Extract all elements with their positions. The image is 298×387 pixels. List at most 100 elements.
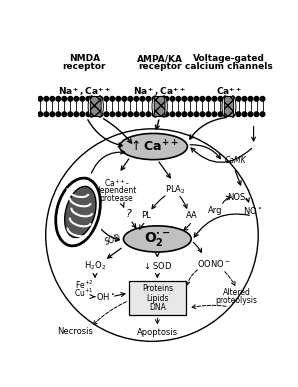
Circle shape <box>128 112 133 116</box>
Circle shape <box>92 112 97 116</box>
Circle shape <box>62 96 67 101</box>
FancyBboxPatch shape <box>129 281 186 315</box>
Circle shape <box>56 96 60 101</box>
Text: $\downarrow$SOD: $\downarrow$SOD <box>142 260 173 271</box>
Text: $\bf{Na^+, Ca^{++}}$: $\bf{Na^+, Ca^{++}}$ <box>133 85 186 98</box>
Circle shape <box>254 96 259 101</box>
Circle shape <box>116 96 121 101</box>
Circle shape <box>128 96 133 101</box>
Circle shape <box>200 112 205 116</box>
Circle shape <box>170 112 175 116</box>
Circle shape <box>182 96 187 101</box>
Circle shape <box>170 96 175 101</box>
Circle shape <box>122 112 127 116</box>
Text: $\bf{O_2^{\bullet-}}$: $\bf{O_2^{\bullet-}}$ <box>144 230 171 248</box>
Circle shape <box>212 112 217 116</box>
Text: NOS: NOS <box>228 193 246 202</box>
Circle shape <box>44 96 49 101</box>
Ellipse shape <box>230 96 236 117</box>
Ellipse shape <box>88 96 95 117</box>
Text: Voltage-gated: Voltage-gated <box>193 54 265 63</box>
Circle shape <box>62 112 67 116</box>
Text: Cu$^{+1}$: Cu$^{+1}$ <box>74 287 94 299</box>
Circle shape <box>224 112 229 116</box>
Text: proteolysis: proteolysis <box>216 296 258 305</box>
Circle shape <box>104 112 109 116</box>
Circle shape <box>146 112 151 116</box>
Text: Apoptosis: Apoptosis <box>137 329 178 337</box>
Circle shape <box>140 112 145 116</box>
Circle shape <box>176 112 181 116</box>
Circle shape <box>200 96 205 101</box>
Circle shape <box>230 112 235 116</box>
Circle shape <box>146 96 151 101</box>
Circle shape <box>188 96 193 101</box>
Circle shape <box>260 96 265 101</box>
Circle shape <box>122 96 127 101</box>
Circle shape <box>218 112 223 116</box>
Text: OH$^\bullet$: OH$^\bullet$ <box>96 291 115 302</box>
Circle shape <box>152 112 157 116</box>
Ellipse shape <box>123 226 191 252</box>
Circle shape <box>38 112 43 116</box>
Circle shape <box>110 112 115 116</box>
Text: dependent: dependent <box>96 186 137 195</box>
Circle shape <box>110 96 115 101</box>
Circle shape <box>248 112 253 116</box>
FancyBboxPatch shape <box>154 96 165 116</box>
Circle shape <box>176 96 181 101</box>
Text: Altered: Altered <box>223 288 251 297</box>
Text: Arg: Arg <box>208 206 222 215</box>
Circle shape <box>104 96 109 101</box>
Circle shape <box>44 112 49 116</box>
Text: calcium channels: calcium channels <box>185 62 273 71</box>
Text: SOD: SOD <box>103 234 122 247</box>
Ellipse shape <box>97 96 103 117</box>
Circle shape <box>140 96 145 101</box>
Text: $\uparrow\bf{Ca^{++}}$: $\uparrow\bf{Ca^{++}}$ <box>128 139 179 154</box>
Circle shape <box>188 112 193 116</box>
Circle shape <box>98 96 103 101</box>
Text: DNA: DNA <box>149 303 166 312</box>
Circle shape <box>260 112 265 116</box>
Circle shape <box>68 96 73 101</box>
FancyBboxPatch shape <box>90 96 101 116</box>
Text: AMPA/KA: AMPA/KA <box>137 54 183 63</box>
Circle shape <box>80 96 85 101</box>
Text: receptor: receptor <box>63 62 106 71</box>
Circle shape <box>68 112 73 116</box>
Text: NMDA: NMDA <box>69 54 100 63</box>
Text: Lipids: Lipids <box>146 294 169 303</box>
Circle shape <box>50 112 55 116</box>
Circle shape <box>98 112 103 116</box>
Text: PL: PL <box>141 211 151 220</box>
Circle shape <box>230 96 235 101</box>
Circle shape <box>242 112 247 116</box>
Circle shape <box>158 112 163 116</box>
Text: PLA$_2$: PLA$_2$ <box>165 183 185 196</box>
Circle shape <box>86 112 91 116</box>
Circle shape <box>254 112 259 116</box>
Ellipse shape <box>222 96 228 117</box>
Circle shape <box>242 96 247 101</box>
Circle shape <box>56 112 60 116</box>
Text: AA: AA <box>186 211 198 220</box>
Circle shape <box>38 96 43 101</box>
FancyBboxPatch shape <box>224 96 234 116</box>
Text: receptor: receptor <box>138 62 181 71</box>
Ellipse shape <box>56 178 100 246</box>
Circle shape <box>134 112 139 116</box>
Circle shape <box>50 96 55 101</box>
Text: ?: ? <box>126 209 132 219</box>
Text: Fe$^{+2}$: Fe$^{+2}$ <box>75 279 94 291</box>
Text: Necrosis: Necrosis <box>57 327 93 336</box>
Circle shape <box>248 96 253 101</box>
Circle shape <box>164 96 169 101</box>
Text: Ca$^{++}$-: Ca$^{++}$- <box>104 177 129 189</box>
Circle shape <box>182 112 187 116</box>
Circle shape <box>194 112 199 116</box>
Circle shape <box>164 112 169 116</box>
Text: $\bf{Ca^{++}}$: $\bf{Ca^{++}}$ <box>216 85 242 97</box>
Circle shape <box>74 96 79 101</box>
Circle shape <box>212 96 217 101</box>
